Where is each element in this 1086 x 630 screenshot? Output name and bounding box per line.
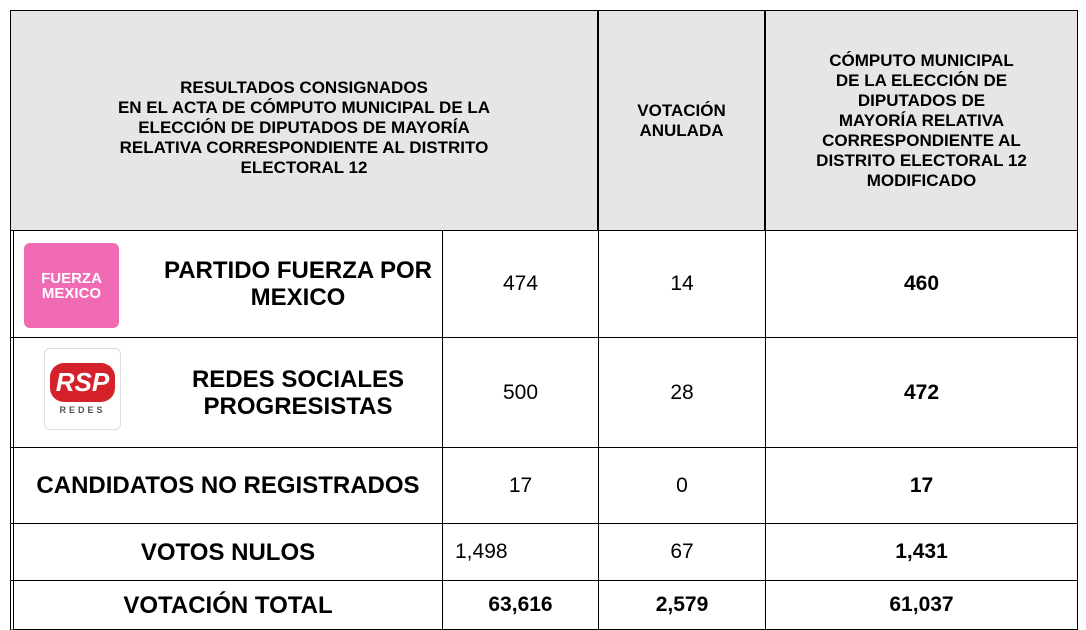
cell: 1,498 <box>442 523 599 581</box>
header-line: VOTACIÓN <box>637 100 726 120</box>
header-line: MAYORÍA RELATIVA <box>838 110 1005 130</box>
header-line: ELECTORAL 12 <box>240 157 368 177</box>
cell-text: 61,037 <box>889 593 954 616</box>
cell-text: 14 <box>670 272 694 295</box>
cell: VOTOS NULOS <box>10 523 443 581</box>
logo-text: REDES <box>59 405 106 415</box>
header-line: RESULTADOS CONSIGNADOS <box>180 77 428 97</box>
cell: 1,431 <box>765 523 1078 581</box>
logo-text: MEXICO <box>41 284 102 302</box>
cell-text: 1,498 <box>455 540 508 563</box>
header-cell: RESULTADOS CONSIGNADOS EN EL ACTA DE CÓMP… <box>10 10 598 231</box>
cell: 17 <box>765 447 1078 524</box>
party-logo: FUERZA MEXICO <box>24 243 119 328</box>
header-line: ANULADA <box>639 120 724 140</box>
header-line: EN EL ACTA DE CÓMPUTO MUNICIPAL DE LA <box>117 97 491 117</box>
cell-text: 17 <box>909 473 934 497</box>
cell-text: 1,431 <box>895 540 948 563</box>
cell-text: PARTIDO FUERZA POR MEXICO <box>164 257 432 311</box>
cell: 28 <box>598 337 766 448</box>
cell-text: 500 <box>502 380 539 404</box>
cell: PARTIDO FUERZA POR MEXICO <box>10 230 443 338</box>
cell-text: REDES SOCIALES PROGRESISTAS <box>191 365 405 420</box>
logo-text: RSP <box>49 363 116 402</box>
cell-text: 67 <box>670 540 694 563</box>
cell: 474 <box>442 230 599 338</box>
header-line: CORRESPONDIENTE AL <box>822 130 1021 150</box>
cell-text: VOTOS NULOS <box>140 538 316 566</box>
cell-text: 28 <box>670 380 694 404</box>
cell-text: VOTACIÓN TOTAL <box>123 591 333 619</box>
cell: 2,579 <box>598 580 766 630</box>
cell: 63,616 <box>442 580 599 630</box>
cell: 61,037 <box>765 580 1078 630</box>
header-line: DIPUTADOS DE <box>857 90 986 110</box>
logo-text: FUERZA <box>41 269 102 287</box>
cell: CANDIDATOS NO REGISTRADOS <box>10 447 443 524</box>
cell: 472 <box>765 337 1078 448</box>
header-line: CÓMPUTO MUNICIPAL <box>829 50 1014 70</box>
cell-text: CANDIDATOS NO REGISTRADOS <box>36 472 420 499</box>
cell-text: 2,579 <box>655 593 709 616</box>
cell-text: 63,616 <box>488 593 553 616</box>
party-logo: RSP REDES <box>44 348 121 430</box>
header-line: RELATIVA CORRESPONDIENTE AL DISTRITO <box>119 137 489 157</box>
header-cell: CÓMPUTO MUNICIPAL DE LA ELECCIÓN DE DIPUTA… <box>765 10 1078 231</box>
header-cell: VOTACIÓN ANULADA <box>598 10 765 231</box>
header-line: DE LA ELECCIÓN DE <box>835 70 1008 90</box>
header-line: ELECCIÓN DE DIPUTADOS DE MAYORÍA <box>138 117 470 137</box>
cell-text: 460 <box>903 272 940 295</box>
header-line: MODIFICADO <box>866 170 977 190</box>
cell: 0 <box>598 447 766 524</box>
cell-text: 17 <box>508 473 533 497</box>
cell-text: 0 <box>676 473 688 497</box>
cell: 460 <box>765 230 1078 338</box>
cell: 500 <box>442 337 599 448</box>
cell: VOTACIÓN TOTAL <box>10 580 443 630</box>
cell-text: 472 <box>903 380 940 404</box>
cell: 14 <box>598 230 766 338</box>
cell: 17 <box>442 447 599 524</box>
cell: 67 <box>598 523 766 581</box>
cell-text: 474 <box>502 272 539 295</box>
header-line: DISTRITO ELECTORAL 12 <box>816 150 1027 170</box>
